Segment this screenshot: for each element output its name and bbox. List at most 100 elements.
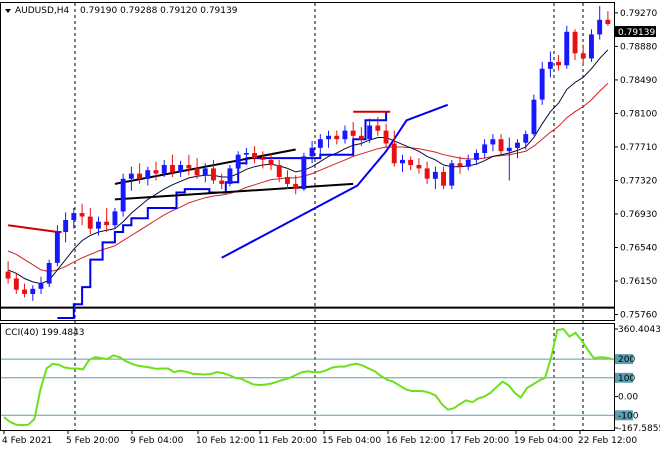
candle: [252, 146, 257, 164]
time-tick-label: 16 Feb 12:00: [386, 436, 445, 446]
candle: [96, 216, 101, 236]
candle-body: [383, 130, 389, 144]
candle-body: [572, 31, 578, 54]
candle-body: [449, 163, 455, 186]
price-tick-label: 0.78880: [620, 42, 657, 52]
candle-body: [441, 171, 446, 186]
cci-tick-label: 0.00: [618, 393, 638, 403]
current-price-text: 0.79139: [618, 28, 655, 38]
price-tick-label: 0.78490: [620, 76, 657, 86]
candle-body: [408, 159, 414, 166]
price-tick-label: 0.75760: [620, 311, 657, 321]
candle: [490, 134, 496, 152]
candle: [391, 130, 397, 167]
candle: [564, 25, 570, 69]
cci-axis: 360.4043 200 100 0.00 -100 -167.5855: [614, 325, 660, 434]
candle-body: [531, 99, 537, 135]
candle-body: [293, 183, 299, 190]
dropdown-triangle-icon[interactable]: [5, 9, 11, 13]
candle: [326, 130, 331, 148]
candle-body: [400, 159, 405, 164]
candle: [112, 208, 118, 229]
candle-body: [268, 159, 274, 166]
candle-body: [506, 147, 512, 152]
candle: [383, 123, 389, 148]
candle-body: [498, 139, 504, 152]
candle: [268, 153, 274, 171]
candle: [523, 130, 529, 150]
candle-body: [30, 288, 36, 294]
candle-body: [63, 220, 69, 232]
time-tick-label: 17 Feb 20:00: [450, 436, 509, 446]
candle-body: [235, 154, 241, 169]
candle-body: [13, 278, 19, 290]
candle: [219, 173, 225, 190]
candle: [506, 137, 512, 181]
candle: [137, 163, 142, 184]
candle: [309, 140, 315, 164]
candle-body: [161, 165, 167, 174]
cci-line: [3, 328, 613, 427]
candle-body: [589, 34, 594, 59]
candle-body: [22, 289, 27, 294]
candle: [54, 225, 60, 267]
candle: [186, 154, 192, 176]
cci-tick-badge: [615, 372, 633, 383]
candle-body: [104, 221, 110, 226]
candle-body: [112, 211, 118, 226]
candle: [211, 159, 216, 184]
support-line-late: [221, 103, 449, 259]
candle-body: [5, 271, 11, 279]
time-tick-label: 11 Feb 20:00: [258, 436, 317, 446]
ohlc-label: 0.79190 0.79288 0.79120 0.79139: [80, 6, 238, 16]
candle: [441, 166, 446, 190]
candle: [432, 166, 438, 190]
price-plot: [1, 6, 614, 319]
candle: [87, 208, 93, 234]
candle: [482, 139, 488, 159]
price-tick-label: 0.76930: [620, 210, 657, 220]
candle-body: [350, 130, 356, 136]
slow-ma-line: [7, 83, 609, 273]
price-axis: 0.79270 0.78880 0.78490 0.78100 0.77710 0.773…: [614, 9, 657, 321]
candle-body: [54, 232, 60, 263]
candle-body: [276, 165, 282, 177]
candle: [104, 208, 110, 232]
candle: [474, 149, 479, 165]
candle: [597, 6, 603, 40]
candle: [145, 166, 151, 186]
candle-body: [145, 170, 151, 179]
candle-body: [128, 173, 134, 179]
candle-body: [490, 139, 496, 145]
candle-body: [375, 125, 381, 131]
candle-body: [523, 134, 529, 143]
fast-ma-line: [7, 49, 609, 285]
candle-body: [367, 125, 373, 140]
symbol-label: AUDUSD,H4: [15, 6, 70, 16]
candle: [375, 116, 381, 136]
candle-body: [202, 168, 208, 176]
candle: [38, 276, 44, 294]
candle: [449, 159, 455, 190]
candle-body: [391, 143, 397, 164]
candle-body: [46, 263, 52, 284]
candle: [350, 122, 356, 140]
candle: [5, 261, 11, 284]
time-tick-label: 19 Feb 04:00: [514, 436, 573, 446]
candle: [580, 44, 586, 66]
candle: [260, 151, 266, 169]
candle: [293, 175, 299, 195]
time-tick-label: 4 Feb 2021: [2, 436, 52, 446]
price-tick-label: 0.78100: [620, 109, 657, 119]
candle: [317, 134, 323, 155]
candle-body: [342, 130, 348, 140]
candle: [63, 212, 69, 243]
candle-body: [474, 153, 479, 160]
candle-body: [580, 53, 586, 59]
candle: [178, 160, 184, 177]
candle: [367, 118, 373, 143]
candle: [128, 166, 134, 191]
price-tick-label: 0.76150: [620, 277, 657, 287]
candle: [572, 29, 578, 61]
